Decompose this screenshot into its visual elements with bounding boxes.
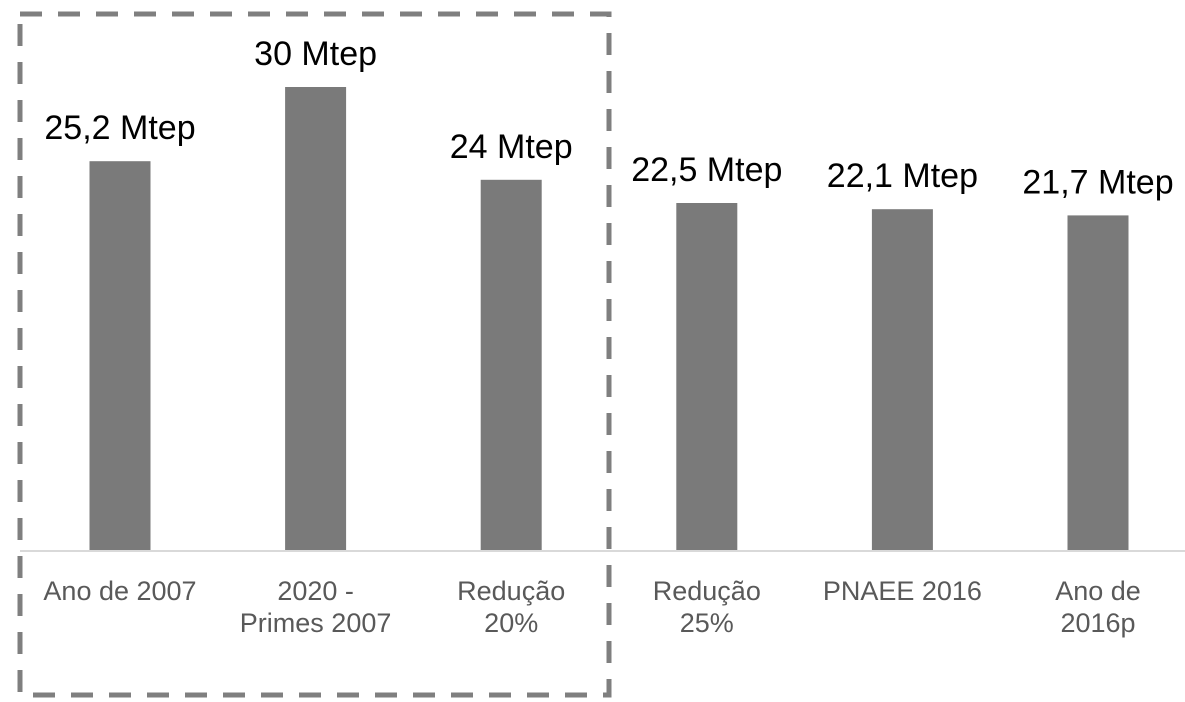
x-tick-label-line: 20% xyxy=(484,608,538,638)
x-tick-label-line: Ano de xyxy=(1055,576,1141,606)
x-tick-label: Ano de 2016p xyxy=(1055,576,1141,638)
x-tick-label-line: 2016p xyxy=(1060,608,1135,638)
x-tick-label: Ano de 2007 xyxy=(43,576,196,606)
highlight-layer xyxy=(17,11,612,698)
x-tick-label-line: PNAEE 2016 xyxy=(823,576,982,606)
data-label: 24 Mtep xyxy=(450,128,573,166)
bars-layer xyxy=(89,87,1129,552)
x-tick-label: PNAEE 2016 xyxy=(823,576,982,606)
x-tick-label-line: Redução xyxy=(457,576,565,606)
highlight-dashed-box xyxy=(17,11,612,698)
data-label: 25,2 Mtep xyxy=(44,109,195,147)
data-label: 30 Mtep xyxy=(254,35,377,73)
x-tick-label: Redução 25% xyxy=(653,576,761,638)
bar xyxy=(1067,215,1129,551)
bar xyxy=(676,203,738,551)
data-labels-layer: 25,2 Mtep 30 Mtep 24 Mtep 22,5 Mtep 22,1 Mte… xyxy=(44,35,1173,201)
x-tick-label: 2020 -Primes 2007 xyxy=(240,576,392,638)
x-tick-label-line: Redução xyxy=(653,576,761,606)
x-tick-label-line: 2020 - xyxy=(277,576,354,606)
bar xyxy=(871,209,933,551)
x-tick-label-line: Ano de 2007 xyxy=(43,576,196,606)
data-label: 22,1 Mtep xyxy=(827,157,978,195)
data-label: 22,5 Mtep xyxy=(631,151,782,189)
bar xyxy=(480,179,542,552)
x-tick-label: Redução 20% xyxy=(457,576,565,638)
bar xyxy=(285,87,347,551)
x-tick-label-line: 25% xyxy=(680,608,734,638)
data-label: 21,7 Mtep xyxy=(1022,163,1173,201)
bar xyxy=(89,161,151,551)
x-tick-label-line: Primes 2007 xyxy=(240,608,392,638)
